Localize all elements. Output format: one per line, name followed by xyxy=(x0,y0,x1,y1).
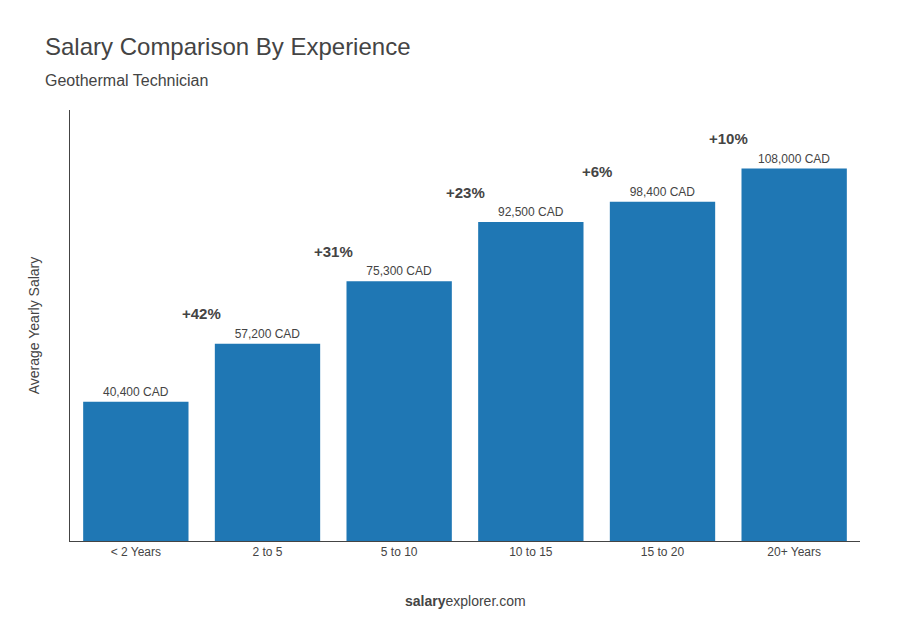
svg-text:< 2 Years: < 2 Years xyxy=(111,545,161,559)
svg-text:108,000 CAD: 108,000 CAD xyxy=(758,152,830,166)
svg-text:+6%: +6% xyxy=(582,163,612,180)
svg-text:Geothermal Technician: Geothermal Technician xyxy=(45,72,208,89)
svg-text:10 to 15: 10 to 15 xyxy=(509,545,553,559)
svg-text:92,500 CAD: 92,500 CAD xyxy=(498,205,564,219)
svg-text:+23%: +23% xyxy=(446,184,485,201)
svg-text:15 to 20: 15 to 20 xyxy=(641,545,685,559)
svg-text:+10%: +10% xyxy=(709,130,748,147)
svg-text:Salary Comparison By Experienc: Salary Comparison By Experience xyxy=(45,33,411,60)
svg-text:Average Yearly Salary: Average Yearly Salary xyxy=(26,257,42,395)
svg-text:57,200 CAD: 57,200 CAD xyxy=(235,327,301,341)
svg-text:98,400 CAD: 98,400 CAD xyxy=(630,185,696,199)
svg-text:2 to 5: 2 to 5 xyxy=(252,545,282,559)
svg-text:salaryexplorer.com: salaryexplorer.com xyxy=(405,593,526,609)
svg-text:75,300 CAD: 75,300 CAD xyxy=(366,264,432,278)
svg-text:20+ Years: 20+ Years xyxy=(767,545,821,559)
svg-text:+42%: +42% xyxy=(182,305,221,322)
svg-text:+31%: +31% xyxy=(314,243,353,260)
svg-text:5 to 10: 5 to 10 xyxy=(381,545,418,559)
svg-text:40,400 CAD: 40,400 CAD xyxy=(103,385,169,399)
